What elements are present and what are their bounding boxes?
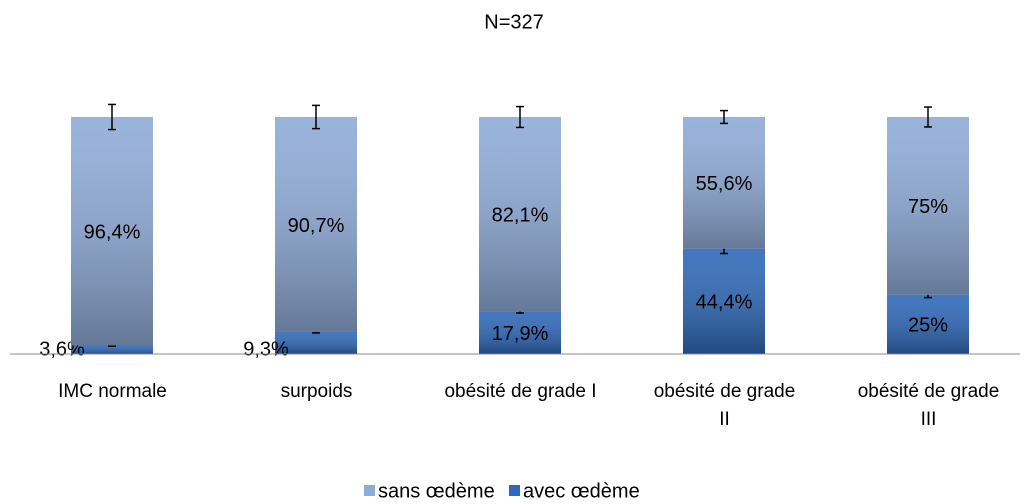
bar-shade (683, 248, 765, 354)
x-tick-label: surpoids (280, 381, 353, 402)
data-label: 55,6% (696, 173, 753, 195)
x-tick-label: obésité de grade I (444, 381, 597, 402)
data-label: 9,3% (243, 338, 289, 360)
error-bar (516, 105, 524, 129)
error-bar (312, 104, 320, 130)
bar-shade (683, 117, 765, 249)
bar-shade (887, 117, 969, 295)
bar-shade (71, 345, 153, 354)
x-tick-label: obésité de grade II (653, 381, 796, 430)
bar-shade (479, 311, 561, 354)
data-label: 17,9% (492, 323, 549, 345)
error-bar (720, 109, 728, 125)
legend-swatch (509, 485, 520, 496)
data-label: 75% (908, 196, 948, 218)
data-label: 90,7% (288, 215, 345, 237)
data-label: 96,4% (84, 222, 141, 244)
bar-shade (479, 117, 561, 312)
legend-label: avec œdème (523, 480, 640, 502)
chart-title: N=327 (484, 11, 544, 33)
data-label: 44,4% (696, 292, 753, 314)
x-tick-label: obésité de grade III (857, 381, 1000, 430)
x-tick-label: IMC normale (58, 381, 167, 402)
error-bar (108, 103, 116, 131)
error-bar (924, 106, 932, 128)
legend-label: sans œdème (378, 480, 495, 502)
legend-swatch (364, 485, 375, 496)
bar-shade (275, 117, 357, 332)
bar-shade (887, 294, 969, 354)
data-label: 25% (908, 315, 948, 337)
bar-shade (275, 331, 357, 354)
data-label: 82,1% (492, 205, 549, 227)
bar-shade (71, 117, 153, 346)
